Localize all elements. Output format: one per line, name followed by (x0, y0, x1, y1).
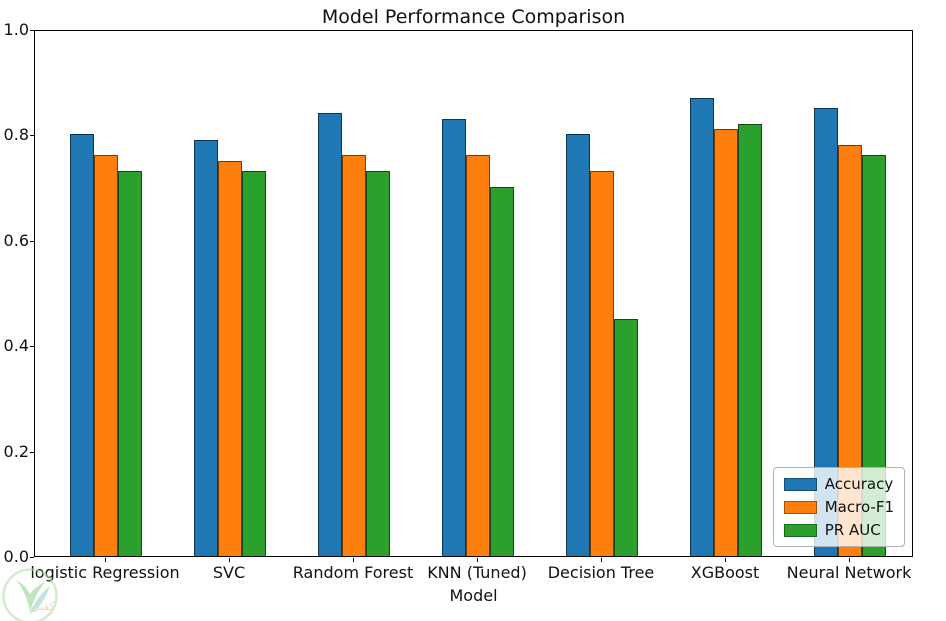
x-tick-mark (229, 558, 230, 562)
bar-pr-auc-knn-tuned- (490, 187, 514, 556)
bar-accuracy-decision-tree (566, 134, 590, 556)
y-tick-label: 0.2 (3, 442, 29, 461)
x-tick-mark (353, 558, 354, 562)
bar-pr-auc-random-forest (366, 171, 390, 556)
x-tick-label: SVC (212, 563, 246, 582)
y-tick-mark (30, 452, 34, 453)
bar-pr-auc-logistic-regression (118, 171, 142, 556)
x-tick-label: XGBoost (690, 563, 760, 582)
x-tick-mark (105, 558, 106, 562)
legend: Accuracy Macro-F1 PR AUC (772, 467, 905, 547)
x-tick-mark (849, 558, 850, 562)
bar-accuracy-knn-tuned- (442, 119, 466, 556)
y-tick-mark (30, 346, 34, 347)
legend-item-accuracy: Accuracy (783, 475, 894, 493)
y-tick-label: 0.6 (3, 231, 29, 250)
bar-pr-auc-svc (242, 171, 266, 556)
bar-macro-f1-decision-tree (590, 171, 614, 556)
x-tick-mark (725, 558, 726, 562)
bar-macro-f1-xgboost (714, 129, 738, 556)
plot-area: Accuracy Macro-F1 PR AUC (34, 30, 913, 557)
y-tick-label: 0.8 (3, 125, 29, 144)
y-tick-mark (30, 135, 34, 136)
x-tick-label: KNN (Tuned) (427, 563, 527, 582)
y-tick-mark (30, 241, 34, 242)
x-tick-mark (601, 558, 602, 562)
legend-swatch-icon (783, 477, 817, 491)
bar-macro-f1-random-forest (342, 155, 366, 556)
x-tick-mark (477, 558, 478, 562)
legend-swatch-icon (783, 500, 817, 514)
bar-accuracy-random-forest (318, 113, 342, 556)
x-axis-label: Model (449, 586, 498, 605)
x-tick-label: logistic Regression (30, 563, 180, 582)
y-tick-mark (30, 557, 34, 558)
y-tick-label: 1.0 (3, 20, 29, 39)
y-tick-label: 0.0 (3, 547, 29, 566)
bar-pr-auc-decision-tree (614, 319, 638, 556)
bar-accuracy-logistic-regression (70, 134, 94, 556)
bar-pr-auc-xgboost (738, 124, 762, 556)
bar-accuracy-svc (194, 140, 218, 556)
y-tick-label: 0.4 (3, 336, 29, 355)
bar-macro-f1-svc (218, 161, 242, 556)
y-tick-mark (30, 30, 34, 31)
x-tick-label: Neural Network (786, 563, 912, 582)
bar-accuracy-xgboost (690, 98, 714, 556)
bar-macro-f1-knn-tuned- (466, 155, 490, 556)
bar-macro-f1-logistic-regression (94, 155, 118, 556)
x-tick-label: Decision Tree (547, 563, 655, 582)
legend-item-macro-f1: Macro-F1 (783, 498, 894, 516)
chart-title: Model Performance Comparison (321, 6, 626, 28)
legend-label: PR AUC (824, 521, 881, 539)
legend-label: Accuracy (824, 475, 894, 493)
legend-item-pr-auc: PR AUC (783, 521, 894, 539)
x-tick-label: Random Forest (292, 563, 414, 582)
legend-label: Macro-F1 (824, 498, 894, 516)
legend-swatch-icon (783, 523, 817, 537)
